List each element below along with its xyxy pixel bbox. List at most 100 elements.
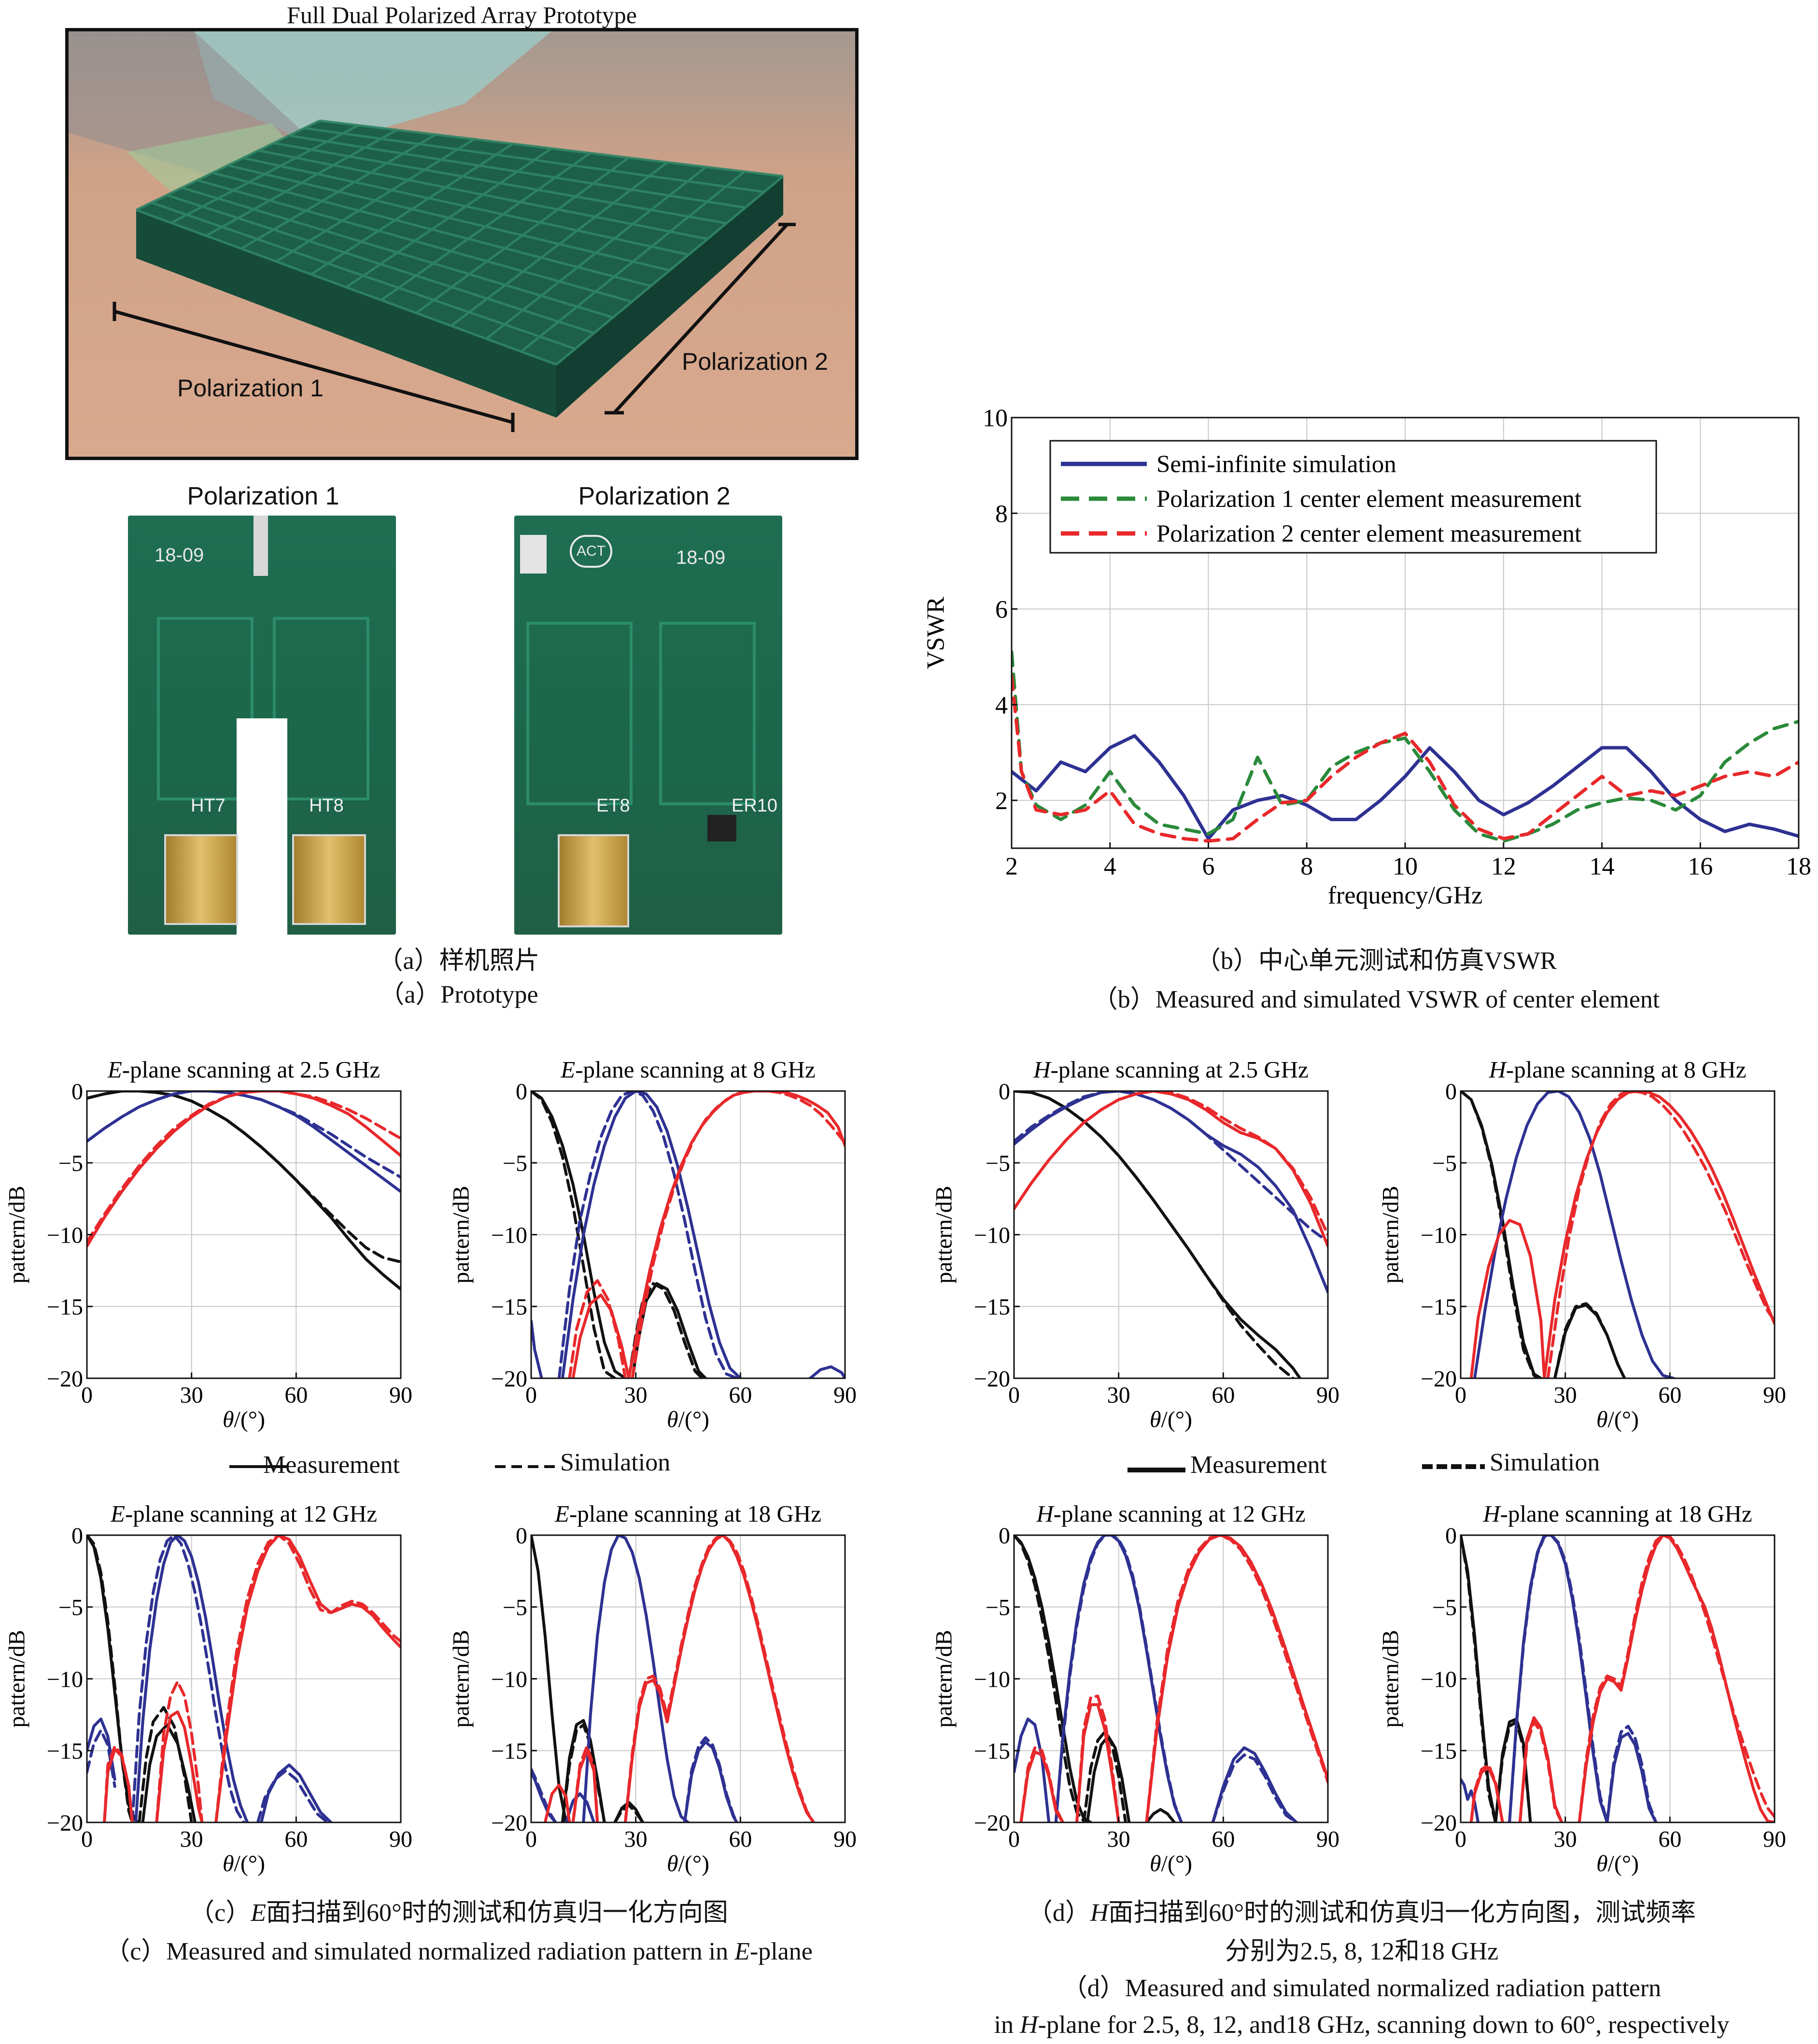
legend-c-measurement-swatch [229, 1465, 287, 1468]
x-tick-label: 0 [81, 1826, 93, 1852]
x-tick-label: 30 [180, 1826, 203, 1852]
x-tick-label: 0 [81, 1382, 93, 1408]
y-tick-label: −10 [974, 1666, 1010, 1692]
x-tick-label: 30 [624, 1382, 648, 1408]
series-line-1 [531, 1091, 627, 1378]
caption-d-en-line2-post: -plane for 2.5, 8, 12, and18 GHz, scanni… [1038, 2011, 1730, 2039]
y-tick-label: −10 [491, 1666, 527, 1692]
x-tick-label: 90 [1763, 1382, 1786, 1408]
y-axis-label: pattern/dB [931, 1186, 957, 1284]
series-line-12 [103, 1745, 134, 1822]
y-axis-label: pattern/dB [1378, 1186, 1403, 1284]
y-tick-label: −5 [503, 1595, 527, 1621]
chart-title-italic: E [554, 1500, 569, 1527]
y-tick-label: 0 [1445, 1523, 1457, 1549]
y-tick-label: −20 [47, 1810, 83, 1836]
series-line-1 [531, 1535, 568, 1822]
y-axis-label: pattern/dB [4, 1630, 29, 1728]
series-line-14 [155, 1680, 204, 1822]
series-line-9 [1606, 1724, 1658, 1822]
series-line-16 [1145, 1535, 1328, 1822]
x-axis-label: θ/(°) [223, 1407, 265, 1432]
legend-box [1049, 440, 1657, 554]
y-tick-label: 0 [516, 1523, 527, 1549]
series-line-3 [1014, 1091, 1328, 1294]
h-plane-8ghz-chart: 0 30 60 90 0 −5 −10 −15 −20 θ/(°) pattern/dB H-plan… [1378, 1056, 1786, 1432]
series-line-4 [87, 1091, 401, 1179]
x-tick-label: 4 [1104, 853, 1116, 881]
x-tick-label: 60 [1658, 1382, 1681, 1408]
series-line-10 [568, 1279, 627, 1378]
x-tick-label: 0 [525, 1826, 537, 1852]
y-tick-label: −5 [58, 1151, 83, 1176]
x-tick-label: 0 [525, 1382, 537, 1408]
e-plane-18ghz-chart: 0 30 60 90 0 −5 −10 −15 −20 θ/(°) pattern/dB E-plan… [448, 1500, 857, 1876]
series-line-11 [683, 1736, 739, 1822]
series-line-7 [531, 1767, 557, 1822]
array-grid-line [520, 170, 746, 353]
chart-title-rest: -plane scanning at 2.5 GHz [1051, 1056, 1309, 1083]
polarization-1-label: Polarization 1 [177, 375, 324, 402]
caption-d-cn-line2: 分别为2.5, 8, 12和18 GHz [1225, 1938, 1499, 1965]
chart-title-italic: H [1489, 1056, 1508, 1083]
polarization-2-element-photo: ACT 18-09 ET8 ER10 [514, 516, 782, 935]
polarization-2-label: Polarization 2 [682, 348, 828, 375]
card-2-logo: ACT [570, 535, 612, 568]
array-grid-line [304, 126, 765, 193]
y-tick-label: −10 [47, 1222, 83, 1248]
series-line-8 [1546, 1091, 1775, 1378]
chart-title: E-plane scanning at 8 GHz [560, 1056, 815, 1083]
y-tick-label: −15 [47, 1738, 83, 1764]
series-line-2 [87, 1091, 401, 1263]
e-plane-12ghz-chart: 0 30 60 90 0 −5 −10 −15 −20 θ/(°) pattern/dB E-plan… [4, 1500, 412, 1876]
y-tick-label: −10 [1421, 1666, 1457, 1692]
x-tick-label: 18 [1786, 853, 1811, 881]
x-axis-label: θ/(°) [1150, 1407, 1192, 1432]
x-tick-label: 0 [1455, 1382, 1466, 1408]
x-axis-label-unit: /(°) [234, 1851, 266, 1876]
y-axis-label: pattern/dB [448, 1630, 474, 1728]
prototype-title: Full Dual Polarized Array Prototype [287, 1, 637, 28]
series-line-7 [557, 1091, 739, 1378]
chart-title-rest: -plane scanning at 12 GHz [125, 1500, 377, 1527]
x-axis-label-symbol: θ [1150, 1407, 1161, 1432]
series-line-5 [1461, 1778, 1480, 1822]
h-plane-12ghz-chart: 0 30 60 90 0 −5 −10 −15 −20 θ/(°) pattern/dB H-plan… [931, 1500, 1339, 1876]
card-2-part-right: ER10 [732, 796, 778, 816]
x-axis-label-unit: /(°) [678, 1851, 710, 1876]
series-line-5 [87, 1091, 401, 1248]
card-1-part-right: HT8 [309, 796, 344, 816]
series-line-3 [561, 1723, 606, 1822]
x-axis-label-unit: /(°) [1161, 1407, 1193, 1432]
caption-d-cn-pre: （d） [1027, 1899, 1090, 1927]
x-axis-label-symbol: θ [1596, 1851, 1608, 1876]
series-line-11 [1469, 1764, 1504, 1822]
y-tick-label: −10 [47, 1666, 83, 1692]
x-tick-label: 30 [180, 1382, 203, 1408]
y-axis-label: pattern/dB [1378, 1630, 1403, 1728]
legend-label-3: Polarization 2 center element measuremen… [1156, 520, 1581, 547]
x-tick-label: 2 [1005, 853, 1018, 881]
x-axis-label-unit: /(°) [678, 1407, 710, 1432]
x-axis-label-unit: /(°) [1608, 1851, 1639, 1876]
legend-d-measurement-label: Measurement [1190, 1451, 1327, 1479]
caption-d-cn-italic: H [1090, 1899, 1109, 1927]
y-tick-label: 6 [995, 596, 1008, 624]
x-tick-label: 14 [1590, 853, 1615, 881]
x-tick-label: 0 [1008, 1826, 1020, 1852]
series-line-13 [1518, 1720, 1564, 1822]
chart-title-rest: -plane scanning at 8 GHz [575, 1056, 816, 1083]
x-tick-label: 8 [1300, 853, 1313, 881]
series-line-14 [571, 1745, 599, 1822]
y-tick-label: −5 [1432, 1151, 1457, 1176]
x-axis-label-symbol: θ [667, 1851, 678, 1876]
y-tick-label: −5 [986, 1595, 1010, 1621]
y-tick-label: −20 [491, 1810, 527, 1836]
chart-title-rest: -plane scanning at 18 GHz [1500, 1500, 1752, 1527]
array-photo-illustration [69, 31, 855, 457]
card-1-code: 18-09 [155, 545, 204, 566]
e-plane-8ghz-chart: 0 30 60 90 0 −5 −10 −15 −20 θ/(°) pattern/dB E-plan… [448, 1056, 857, 1432]
x-tick-label: 60 [729, 1826, 752, 1852]
caption-c-cn-italic: E [251, 1899, 267, 1927]
caption-d-en-line1: （d）Measured and simulated normalized rad… [1062, 1974, 1662, 2002]
